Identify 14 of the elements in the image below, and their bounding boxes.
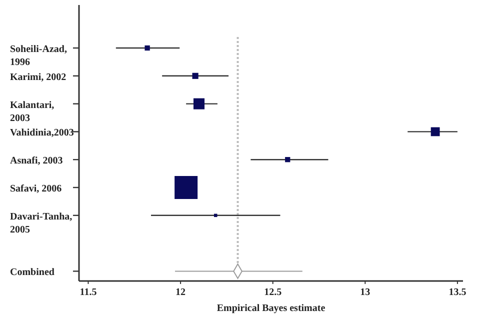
x-tick-label: 13 [360,287,370,298]
y-tick-label: Kalantari, 2003 [10,100,55,124]
x-tick-label: 13.5 [448,287,466,298]
x-axis-title: Empirical Bayes estimate [216,303,326,314]
x-tick-label: 11.5 [80,287,97,298]
x-tick-label: 12.5 [264,287,282,298]
y-tick-label: Vahidinia,2003 [10,128,74,139]
y-tick-label: Davari-Tanha, 2005 [10,211,73,236]
y-tick-label: Soheili-Azad, 1996 [10,44,68,68]
y-tick-label: Combined [10,267,55,278]
y-tick-label: Safavi, 2006 [10,184,62,194]
x-tick-label: 12 [176,287,186,298]
y-tick-label: Karimi, 2002 [10,72,66,83]
y-tick-label: Asnafi, 2003 [10,156,63,167]
